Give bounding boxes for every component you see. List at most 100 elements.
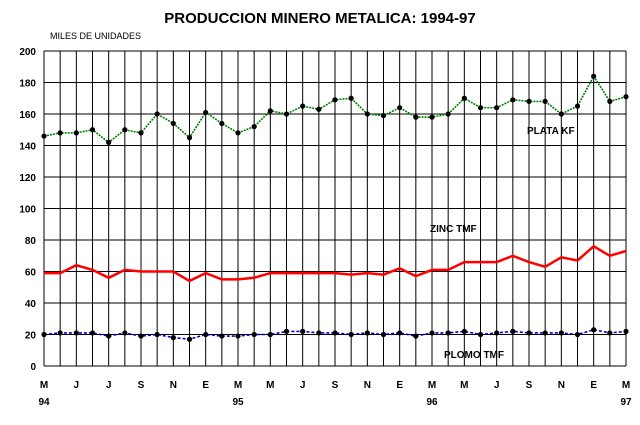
data-point	[235, 130, 241, 136]
data-point	[122, 127, 128, 133]
y-axis-label: MILES DE UNIDADES	[50, 31, 141, 41]
x-tick-month: J	[494, 380, 500, 391]
data-point	[300, 103, 306, 109]
x-tick-year: 97	[620, 397, 632, 408]
data-point	[170, 120, 176, 127]
data-point	[300, 328, 306, 334]
data-point	[122, 330, 128, 336]
data-point	[364, 111, 370, 117]
x-tick-month: J	[300, 380, 306, 391]
legend-label-plomo: PLOMO TMF	[444, 350, 504, 361]
x-tick-month: J	[106, 380, 112, 391]
data-point	[138, 333, 144, 339]
data-point	[57, 330, 63, 336]
data-point	[73, 130, 79, 136]
data-point	[170, 335, 176, 341]
x-tick-month: N	[364, 380, 371, 391]
data-point	[73, 330, 79, 336]
x-tick-year: 95	[232, 397, 244, 408]
data-point	[316, 106, 322, 112]
data-point	[397, 330, 403, 336]
x-tick-month: M	[40, 380, 48, 391]
data-point	[106, 333, 112, 339]
data-point	[591, 73, 597, 79]
data-point	[591, 327, 597, 333]
y-tick-label: 160	[19, 110, 36, 121]
data-point	[397, 105, 403, 111]
data-point	[542, 98, 548, 104]
y-tick-label: 0	[30, 362, 36, 373]
x-tick-year: 94	[38, 397, 50, 408]
x-tick-month: M	[428, 380, 436, 391]
data-point	[558, 111, 564, 117]
data-point	[623, 328, 629, 334]
data-point	[494, 330, 500, 336]
data-point	[89, 330, 96, 336]
data-point	[186, 336, 193, 342]
x-tick-month: E	[590, 380, 597, 391]
data-point	[574, 103, 581, 109]
data-point	[477, 105, 484, 111]
x-tick-month: M	[266, 380, 274, 391]
data-point	[332, 97, 338, 103]
data-point	[316, 330, 322, 336]
x-tick-month: M	[622, 380, 630, 391]
data-point	[348, 95, 354, 101]
data-point	[154, 111, 160, 117]
x-tick-year: 96	[426, 397, 438, 408]
data-point	[186, 135, 193, 141]
data-point	[203, 331, 209, 338]
x-tick-month: S	[138, 380, 145, 391]
data-point	[251, 331, 257, 338]
data-point	[574, 331, 581, 338]
data-point	[510, 97, 516, 103]
data-point	[364, 330, 370, 336]
legend-label-zinc: ZINC TMF	[430, 224, 477, 235]
data-point	[477, 331, 484, 338]
x-tick-month: N	[170, 380, 177, 391]
data-point	[413, 333, 419, 339]
data-point	[429, 114, 435, 120]
data-point	[526, 98, 532, 104]
data-point	[413, 114, 419, 120]
data-point	[526, 330, 532, 336]
data-point	[445, 111, 451, 117]
data-point	[138, 130, 144, 136]
x-tick-month: N	[558, 380, 565, 391]
data-point	[57, 130, 63, 136]
data-point	[607, 98, 613, 104]
x-tick-month: E	[396, 380, 403, 391]
data-point	[445, 330, 451, 336]
data-point	[219, 333, 225, 339]
legend-label-plata: PLATA KF	[527, 126, 575, 137]
data-point	[41, 331, 47, 338]
y-tick-label: 40	[25, 299, 37, 310]
chart-title: PRODUCCION MINERO METALICA: 1994-97	[164, 10, 475, 27]
data-point	[607, 330, 613, 336]
y-tick-label: 140	[19, 142, 36, 153]
data-point	[461, 328, 467, 334]
x-tick-month: J	[74, 380, 80, 391]
data-point	[283, 111, 290, 117]
y-tick-label: 120	[19, 173, 36, 184]
data-point	[267, 331, 273, 338]
data-point	[203, 109, 209, 116]
x-tick-month: M	[460, 380, 468, 391]
series-group	[41, 73, 629, 342]
data-point	[461, 95, 467, 101]
x-tick-month: S	[332, 380, 339, 391]
y-tick-labels: 0 20 40 60 80 100 120 140 160 180 200	[19, 47, 36, 373]
data-point	[558, 330, 564, 336]
data-point	[267, 108, 273, 114]
data-point	[380, 331, 387, 338]
y-tick-label: 60	[25, 268, 37, 279]
data-point	[380, 112, 387, 119]
y-tick-label: 200	[19, 47, 36, 58]
y-tick-label: 180	[19, 79, 36, 90]
x-tick-month: S	[526, 380, 533, 391]
x-tick-month: M	[234, 380, 242, 391]
data-point	[542, 330, 548, 336]
data-point	[251, 124, 257, 130]
data-point	[106, 139, 112, 145]
